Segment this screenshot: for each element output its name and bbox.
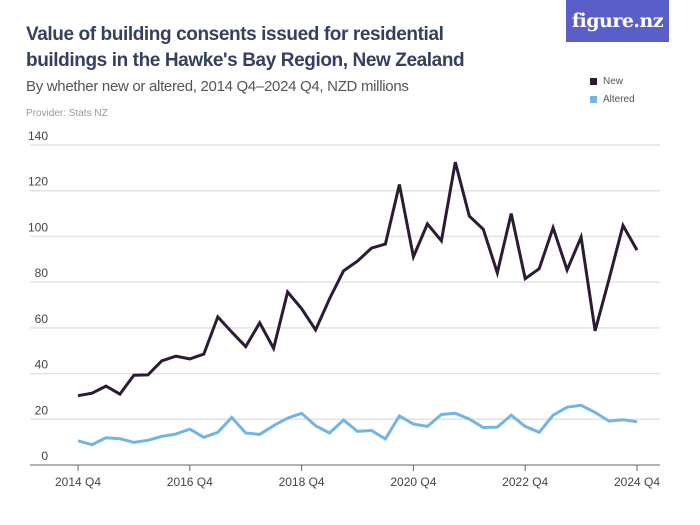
series-line-altered [77,403,638,447]
y-tick-label: 80 [35,266,49,280]
y-tick-label: 140 [28,129,48,143]
provider-note: Provider: Stats NZ [26,108,108,119]
x-tick-label: 2022 Q4 [502,475,548,489]
x-tick-label: 2020 Q4 [390,475,436,489]
y-tick-label: 60 [35,312,49,326]
y-tick-label: 100 [28,220,48,234]
legend-label-altered: Altered [603,93,635,105]
legend-label-new: New [603,75,624,87]
legend-item-altered: Altered [590,90,635,108]
x-tick-label: 2014 Q4 [55,475,101,489]
x-tick-label: 2024 Q4 [614,475,660,489]
y-tick-label: 0 [41,449,48,463]
legend-swatch-new [590,77,597,85]
figure-nz-logo[interactable]: figure.nz [566,0,669,42]
series-line-new [77,161,639,398]
x-tick-label: 2016 Q4 [167,475,213,489]
chart-title: Value of building consents issued for re… [26,24,465,71]
y-tick-label: 120 [28,175,48,189]
legend-item-new: New [590,72,635,90]
chart-subtitle: By whether new or altered, 2014 Q4–2024 … [26,78,409,95]
legend-swatch-altered [590,95,597,103]
x-tick-label: 2018 Q4 [279,475,325,489]
y-tick-label: 40 [35,358,49,372]
y-tick-label: 20 [35,403,49,417]
legend: New Altered [590,72,635,108]
